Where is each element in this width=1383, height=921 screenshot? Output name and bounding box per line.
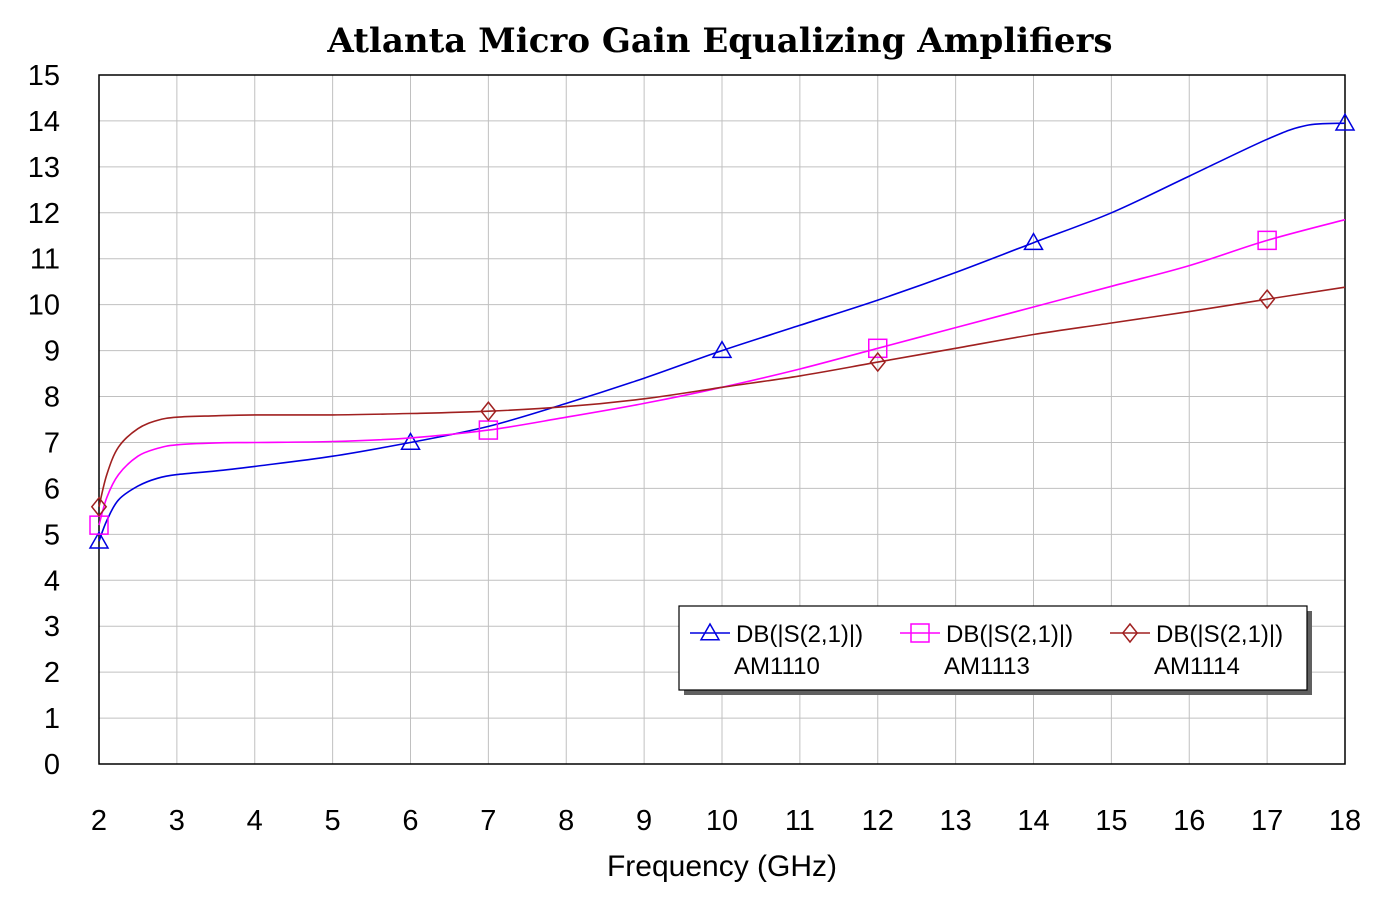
diamond-marker [1258,288,1276,310]
x-tick-label: 8 [558,805,574,837]
chart-title: Atlanta Micro Gain Equalizing Amplifiers [326,21,1112,61]
x-tick-label: 16 [1173,805,1205,837]
y-tick-label: 0 [44,749,60,781]
x-tick-label: 14 [1017,805,1049,837]
y-tick-label: 11 [30,244,60,276]
legend-triangle-marker [699,622,721,641]
triangle-marker [88,530,110,549]
legend-box [678,605,1308,691]
y-tick-label: 14 [28,106,60,138]
y-tick-label: 15 [28,60,60,92]
series-AM1114 [90,286,1346,517]
x-tick-label: 13 [939,805,971,837]
triangle-marker [711,340,733,359]
y-tick-label: 6 [44,473,60,505]
x-tick-label: 3 [169,805,185,837]
legend-item: DB(|S(2,1)|) AM1110 [690,621,863,680]
legend-series-name: DB(|S(2,1)|) [1156,621,1283,648]
y-tick-label: 12 [28,198,60,230]
legend-diamond-marker [1121,622,1139,644]
legend-series-name: DB(|S(2,1)|) [946,621,1073,648]
series-AM1110 [88,112,1356,549]
x-tick-label: 6 [402,805,418,837]
y-tick-label: 2 [44,657,60,689]
series-group [88,112,1356,549]
series-AM1113 [89,218,1346,535]
y-tick-label: 13 [28,152,60,184]
diamond-marker [90,496,108,517]
legend-series-part: AM1113 [944,653,1030,680]
triangle-marker [1023,232,1044,251]
plot-frame [98,74,1346,765]
x-tick-label: 4 [247,805,263,837]
y-tick-label: 3 [44,611,60,643]
legend: DB(|S(2,1)|)AM1110DB(|S(2,1)|)AM1113DB(|… [678,605,1312,695]
x-tick-label: 15 [1095,805,1127,837]
x-axis-label: Frequency (GHz) [607,850,837,883]
triangle-marker [1334,112,1356,131]
x-tick-label: 12 [862,805,894,837]
legend-series-part: AM1114 [1154,653,1240,680]
series-line [98,122,1346,542]
diamond-marker [869,351,886,373]
legend-series-name: DB(|S(2,1)|) [736,621,863,648]
x-tick-label: 5 [325,805,341,837]
x-tick-label: 18 [1329,805,1361,837]
y-tick-label: 1 [44,703,60,735]
square-marker [868,338,888,359]
x-tick-label: 2 [91,805,107,837]
y-tick-label: 7 [44,427,60,459]
y-tick-label: 8 [44,382,60,414]
x-tick-label: 17 [1251,805,1283,837]
x-tick-label: 7 [480,805,496,837]
legend-series-part: AM1110 [734,653,820,680]
legend-item: DB(|S(2,1)|) AM1114 [1110,621,1283,680]
y-tick-label: 4 [44,565,60,597]
x-tick-label: 11 [785,805,815,837]
triangle-marker [400,431,421,450]
square-marker [1257,230,1277,251]
x-tick-label: 9 [636,805,652,837]
y-tick-label: 5 [44,519,60,551]
y-tick-label: 10 [28,290,60,322]
series-line [98,286,1346,507]
diamond-marker [480,401,497,422]
x-tick-label: 10 [706,805,738,837]
series-line [98,218,1346,526]
legend-square-marker [910,623,930,643]
x-axis-ticks: 2 3 4 5 6 7 8 9 10 11 12 13 14 15 16 17 18 [91,805,1361,837]
y-tick-label: 9 [44,336,60,368]
legend-item: DB(|S(2,1)|) AM1113 [900,621,1073,680]
